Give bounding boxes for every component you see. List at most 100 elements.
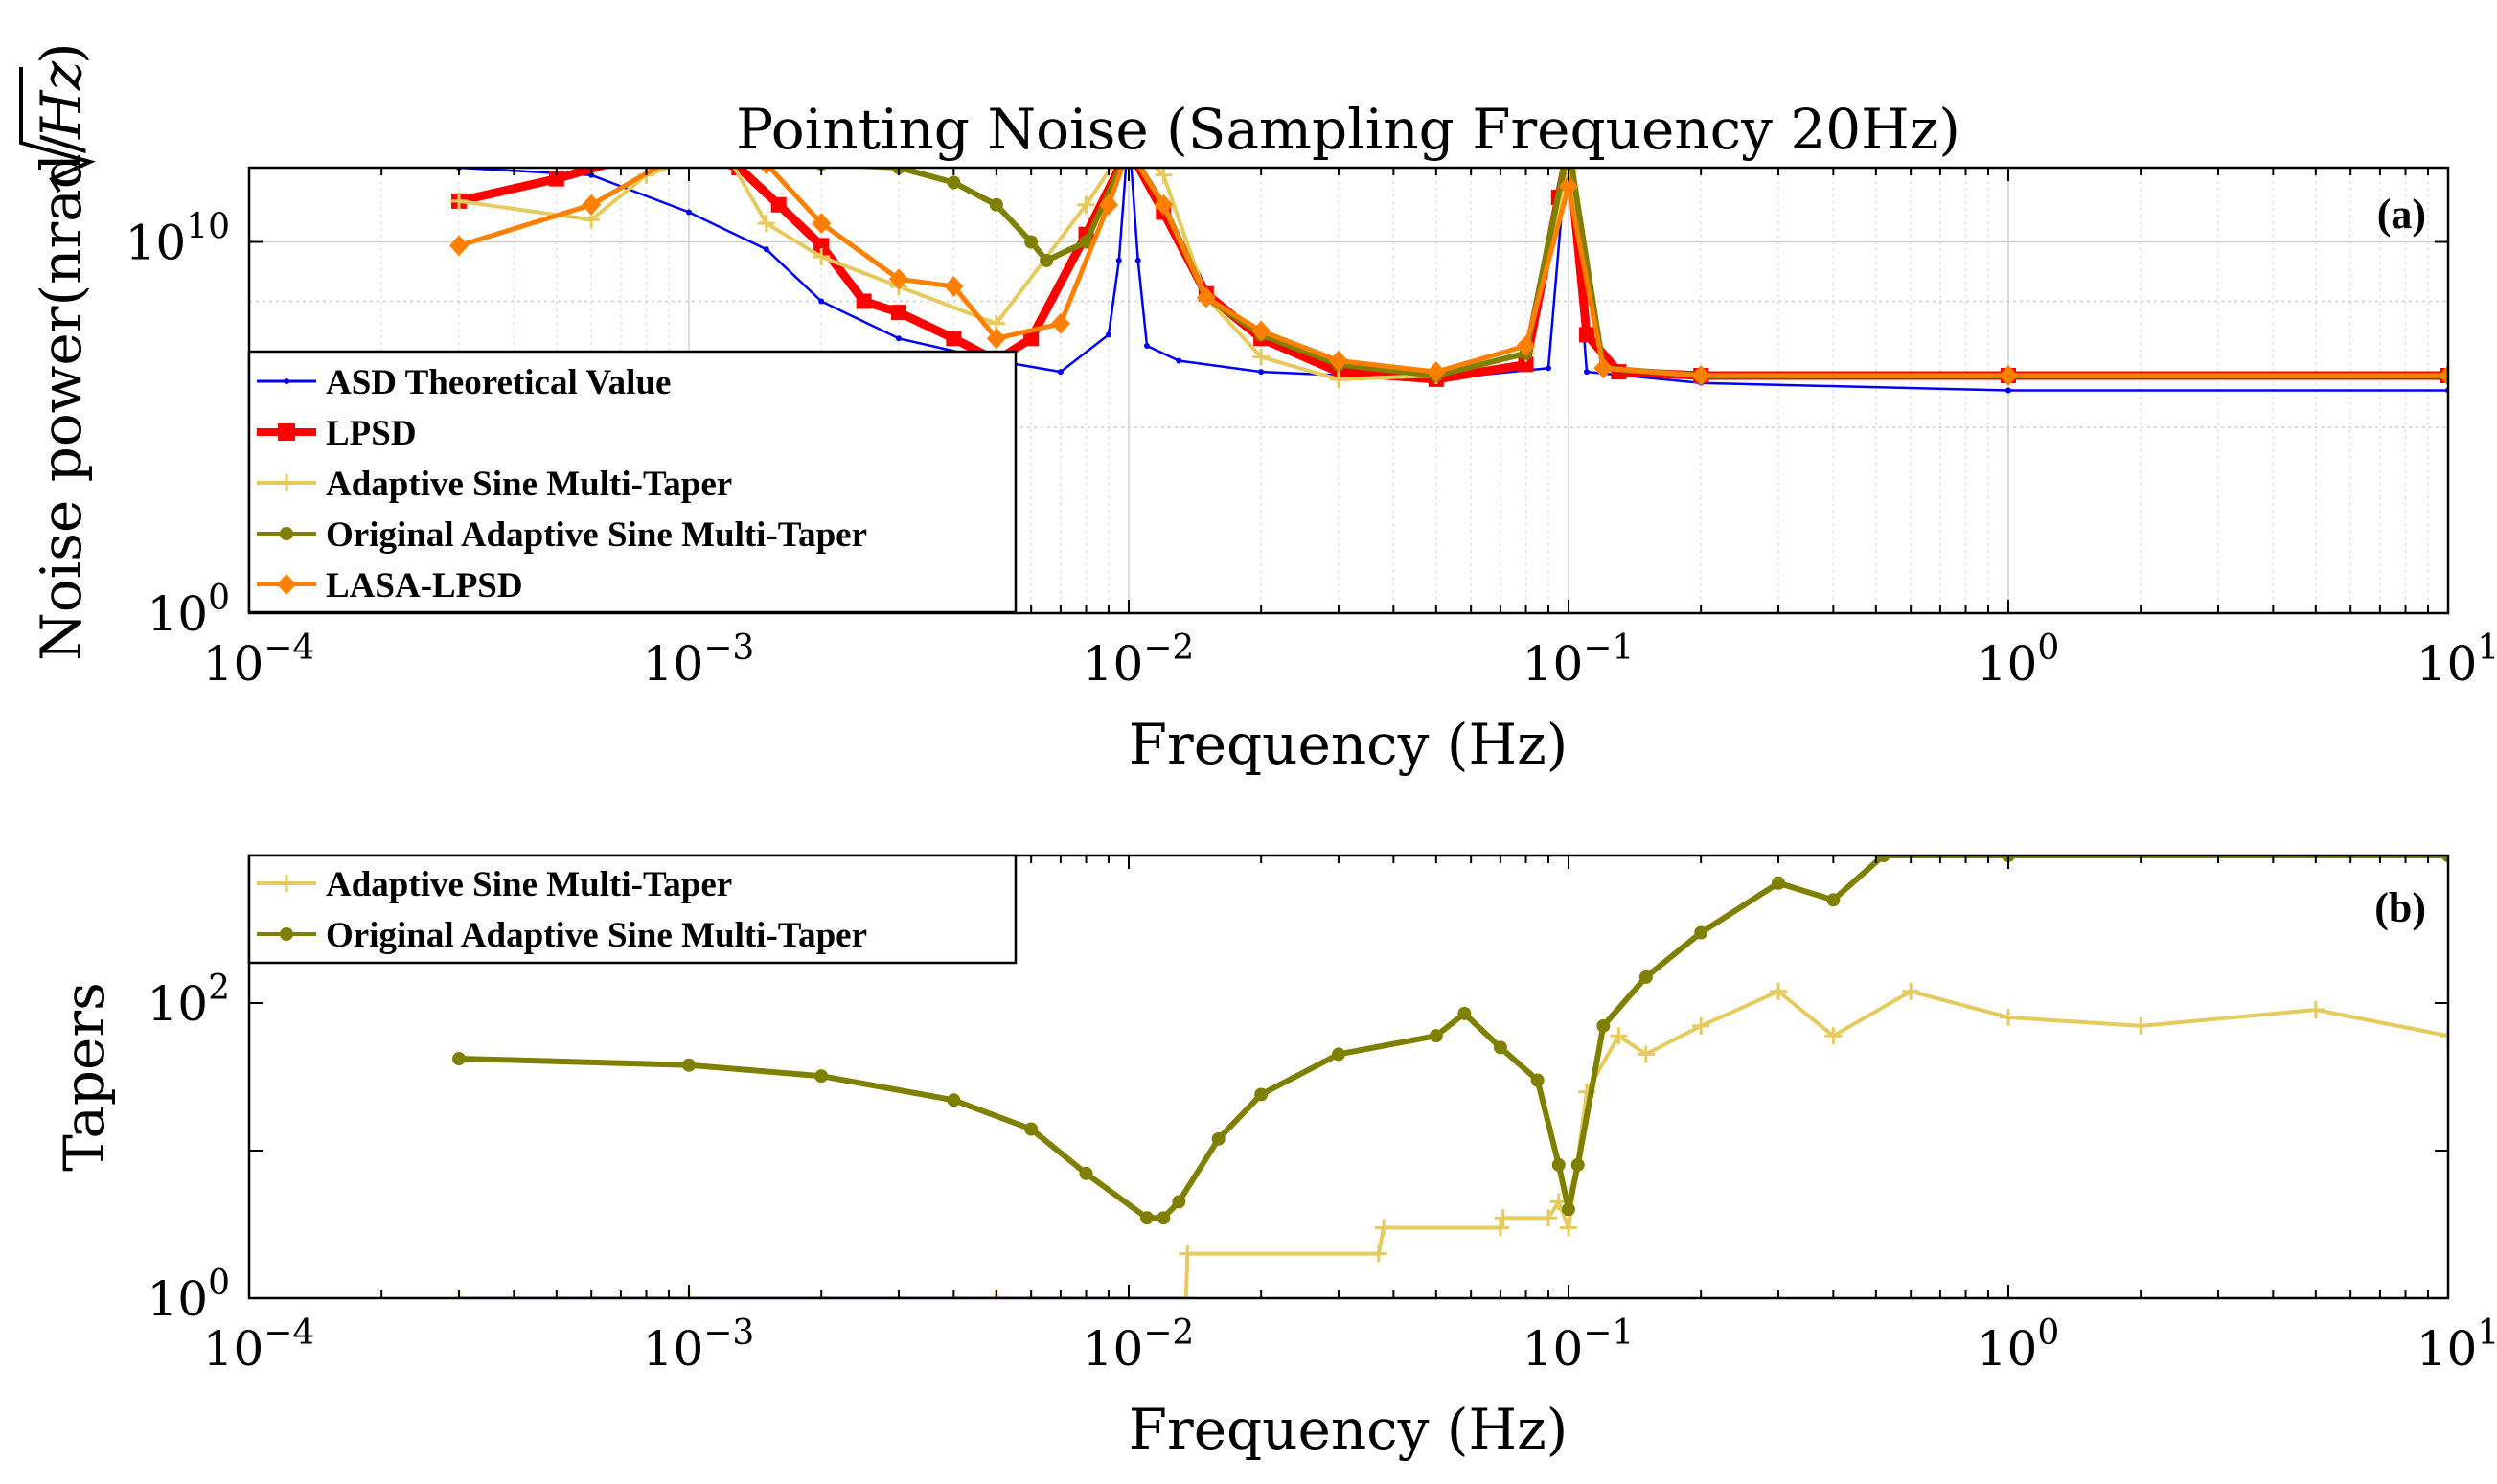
panel-b: 10−4 10−3 10−2 10−1 100 101 100 102 (b) Freque… <box>52 854 2497 1462</box>
data-point <box>1518 356 1534 373</box>
data-point <box>888 268 908 290</box>
data-point <box>731 168 747 175</box>
panel-b-legend: Adaptive Sine Multi-Taper Original Adapt… <box>247 854 1018 965</box>
data-point <box>1876 856 1890 862</box>
data-point <box>989 197 1003 212</box>
legend-a-entry-adaptive: Adaptive Sine Multi-Taper <box>257 465 732 504</box>
data-point <box>582 194 602 216</box>
data-point <box>682 1058 696 1072</box>
panel-a-legend-box <box>247 350 1018 614</box>
data-point <box>1824 1027 1843 1045</box>
data-point <box>1638 970 1653 984</box>
data-point <box>814 1069 829 1084</box>
panel-a-xlabel: Frequency (Hz) <box>1129 712 1569 777</box>
data-point <box>770 196 787 213</box>
data-point <box>1079 1166 1093 1180</box>
data-point <box>1596 1018 1611 1033</box>
data-point <box>1134 257 1141 263</box>
panel-b-legend-box <box>247 854 1018 965</box>
series-line <box>459 989 2448 1298</box>
series-lasa-lpsd <box>448 168 2448 386</box>
data-point <box>1551 1157 1566 1172</box>
data-point <box>1139 1211 1154 1225</box>
data-point <box>715 141 732 158</box>
data-point <box>1457 1006 1472 1020</box>
data-point <box>818 298 825 305</box>
data-point <box>1024 1122 1039 1136</box>
data-point <box>1570 1157 1585 1172</box>
data-point <box>1077 195 1095 214</box>
data-point <box>986 328 1006 350</box>
data-point <box>1328 350 1348 372</box>
data-point <box>1530 1073 1545 1087</box>
data-point <box>895 335 902 342</box>
data-point <box>1516 335 1536 356</box>
legend-a-entry-lasa: LASA-LPSD <box>257 566 523 605</box>
panel-a-series <box>448 141 2448 394</box>
data-point <box>1115 257 1122 263</box>
data-point <box>1176 357 1182 364</box>
data-point <box>856 293 872 309</box>
x-tick-label: 10−2 <box>1083 1313 1195 1377</box>
panel-b-series <box>449 856 2448 1298</box>
panel-a-ylabel-radical <box>19 67 96 194</box>
data-point <box>1196 286 1216 308</box>
x-tick-label: 101 <box>2417 628 2497 692</box>
panel-b-x-tick-labels: 10−4 10−3 10−2 10−1 100 101 <box>203 1313 2497 1377</box>
data-point <box>890 305 906 321</box>
data-point <box>682 153 696 167</box>
x-tick-label: 10−4 <box>203 628 315 692</box>
data-point <box>1610 1027 1628 1045</box>
x-tick-label: 100 <box>1977 1313 2060 1377</box>
y-tick-label: 102 <box>147 969 230 1032</box>
data-point <box>947 1093 961 1107</box>
data-point <box>1172 1195 1186 1209</box>
data-point <box>1251 320 1271 342</box>
panel-a: 10−4 10−3 10−2 10−1 100 101 100 1010 (a) Frequ… <box>19 42 2497 777</box>
panel-a-ylabel: Noise power(nrad/ Hz ) <box>19 42 96 661</box>
legend-a-entry-lpsd: LPSD <box>257 414 417 453</box>
data-point <box>1494 1209 1512 1227</box>
panel-a-ylabel-close: ) <box>29 42 94 64</box>
data-point <box>1545 365 1551 372</box>
legend-a-entry-original: Original Adaptive Sine Multi-Taper <box>257 515 867 555</box>
legend-a-entry-asd: ASD Theoretical Value <box>257 363 671 402</box>
data-point <box>2306 1001 2325 1019</box>
series-adaptive-sine-multi-taper <box>449 982 2448 1298</box>
y-tick-label: 100 <box>147 1264 230 1327</box>
panel-a-x-tick-labels: 10−4 10−3 10−2 10−1 100 101 <box>203 628 2497 692</box>
data-point <box>1211 1131 1226 1146</box>
panel-b-axes-box <box>247 854 2450 1300</box>
x-tick-label: 100 <box>1977 628 2060 692</box>
data-point <box>1771 876 1785 890</box>
data-point <box>1540 1209 1557 1227</box>
series-line <box>458 168 2448 378</box>
figure-title: Pointing Noise (Sampling Frequency 20Hz) <box>736 97 1960 162</box>
legend-b-entry-adaptive: Adaptive Sine Multi-Taper <box>257 865 732 904</box>
data-point <box>1331 1047 1345 1062</box>
x-tick-label: 101 <box>2417 1313 2497 1377</box>
data-point <box>1040 253 1054 267</box>
data-point <box>2132 1016 2150 1035</box>
panel-a-ylabel-radicand: Hz <box>29 60 94 140</box>
data-point <box>1429 1029 1443 1043</box>
data-point <box>686 209 692 216</box>
data-point <box>1562 1202 1575 1217</box>
data-point <box>1023 331 1040 347</box>
panel-b-xlabel: Frequency (Hz) <box>1129 1397 1569 1462</box>
data-point <box>1369 1244 1387 1263</box>
data-point <box>1252 348 1271 366</box>
data-point <box>1593 357 1614 379</box>
data-point <box>2440 1027 2448 1045</box>
panel-a-label: (a) <box>2377 191 2426 238</box>
data-point <box>763 246 769 253</box>
data-point <box>1155 168 1173 184</box>
legend-a-label-original: Original Adaptive Sine Multi-Taper <box>326 515 867 555</box>
data-point <box>1560 1219 1577 1237</box>
data-point <box>1578 327 1594 343</box>
data-point <box>946 331 962 347</box>
data-point <box>1426 361 1446 383</box>
data-point <box>813 248 831 265</box>
legend-b-label-original: Original Adaptive Sine Multi-Taper <box>326 916 867 955</box>
